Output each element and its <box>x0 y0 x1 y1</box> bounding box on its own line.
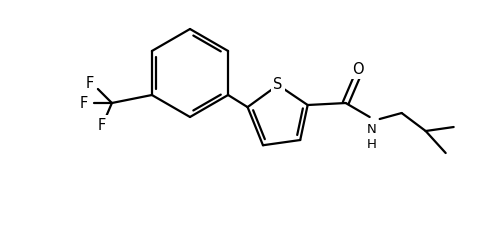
Text: F: F <box>98 118 106 133</box>
Text: F: F <box>80 95 88 110</box>
Text: S: S <box>274 77 282 91</box>
Text: F: F <box>86 75 94 90</box>
Text: O: O <box>352 62 364 77</box>
Text: N
H: N H <box>366 123 376 151</box>
